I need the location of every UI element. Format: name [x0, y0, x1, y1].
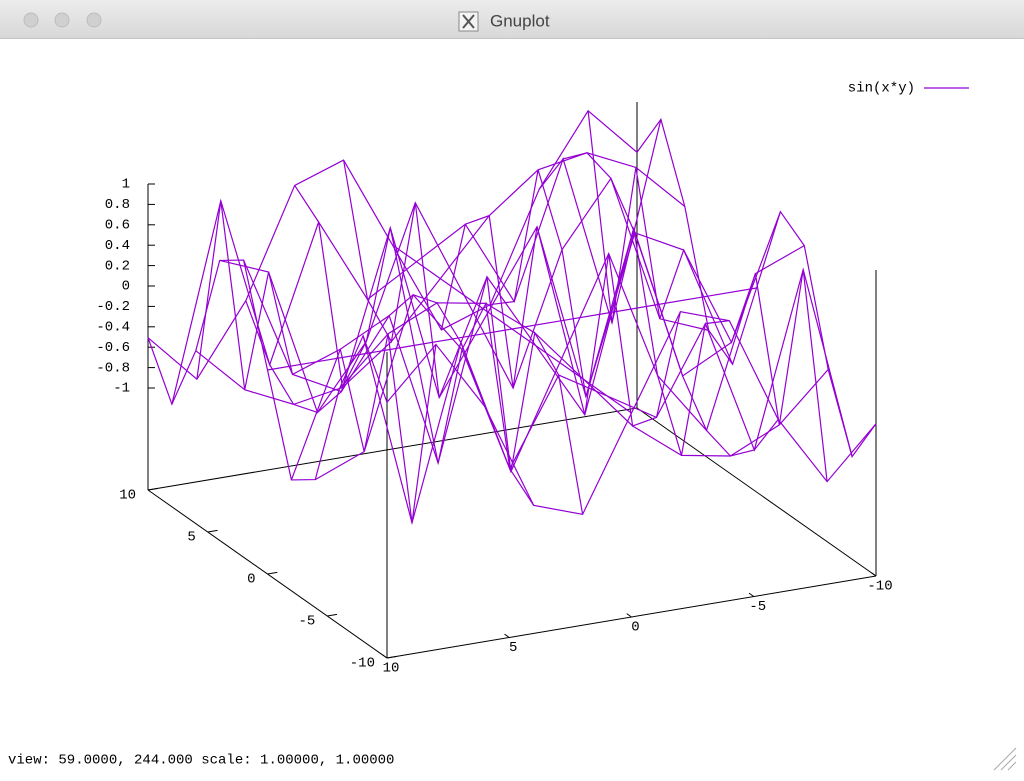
status-bar: view: 59.0000, 244.000 scale: 1.00000, 1… — [8, 753, 394, 769]
close-button[interactable] — [23, 12, 39, 28]
x-tick-label: -10 — [867, 579, 892, 595]
z-tick-label: 0.2 — [105, 258, 130, 274]
plot: -1 -0.8 -0.6 -0.4 -0.2 0 0.2 0.4 0.6 0.8 1 -10 -5 0 5 1… — [96, 81, 969, 677]
y-tick — [207, 529, 218, 533]
zoom-button[interactable] — [86, 12, 102, 28]
x-tick — [870, 572, 877, 577]
surface-line — [219, 177, 709, 414]
x-tick — [381, 654, 388, 659]
surface-line — [315, 245, 805, 481]
surface-line — [267, 287, 757, 371]
title-bar — [0, 0, 1024, 38]
x-tick — [626, 613, 632, 618]
surface-line — [362, 267, 853, 526]
y-tick — [267, 571, 278, 575]
legend-label: sin(x*y) — [848, 81, 915, 97]
z-tick-label: -0.6 — [96, 340, 130, 356]
surface-line — [338, 302, 829, 457]
y-tick-label: 10 — [119, 488, 136, 504]
surface-line — [386, 311, 877, 515]
surface-line — [171, 119, 662, 405]
window-title: Gnuplot — [490, 11, 550, 30]
z-tick-label: -0.8 — [96, 360, 130, 376]
y-tick — [386, 655, 397, 659]
surface-line — [290, 211, 781, 481]
x-tick-label: 0 — [631, 620, 639, 636]
y-tick-label: 5 — [187, 530, 195, 546]
surface-line — [243, 225, 734, 400]
y-tick — [327, 613, 338, 617]
app-icon-glyph — [462, 14, 475, 29]
y-tick-label: -5 — [298, 614, 315, 630]
x-tick — [748, 592, 755, 597]
z-tick-label: 0.6 — [105, 218, 130, 234]
z-tick-label: -0.4 — [96, 320, 130, 336]
resize-grip[interactable] — [993, 747, 1017, 771]
z-tick-label: 0 — [122, 279, 130, 295]
y-tick-label: 0 — [247, 572, 255, 588]
z-tick-label: 1 — [122, 177, 130, 193]
z-tick-label: -0.2 — [96, 299, 130, 315]
z-tick-label: 0.4 — [105, 238, 130, 254]
x-tick-label: 10 — [383, 661, 400, 677]
surface-line — [147, 109, 638, 381]
base-edge — [636, 407, 877, 577]
z-tick-label: 0.8 — [105, 197, 130, 213]
y-tick — [147, 487, 158, 491]
minimize-button[interactable] — [54, 12, 70, 28]
x-tick — [504, 633, 510, 638]
x-tick-label: 5 — [509, 640, 517, 656]
y-tick-label: -10 — [350, 656, 375, 672]
surface-line — [195, 152, 686, 406]
x-tick-label: -5 — [749, 599, 766, 615]
z-tick-label: -1 — [113, 381, 130, 397]
